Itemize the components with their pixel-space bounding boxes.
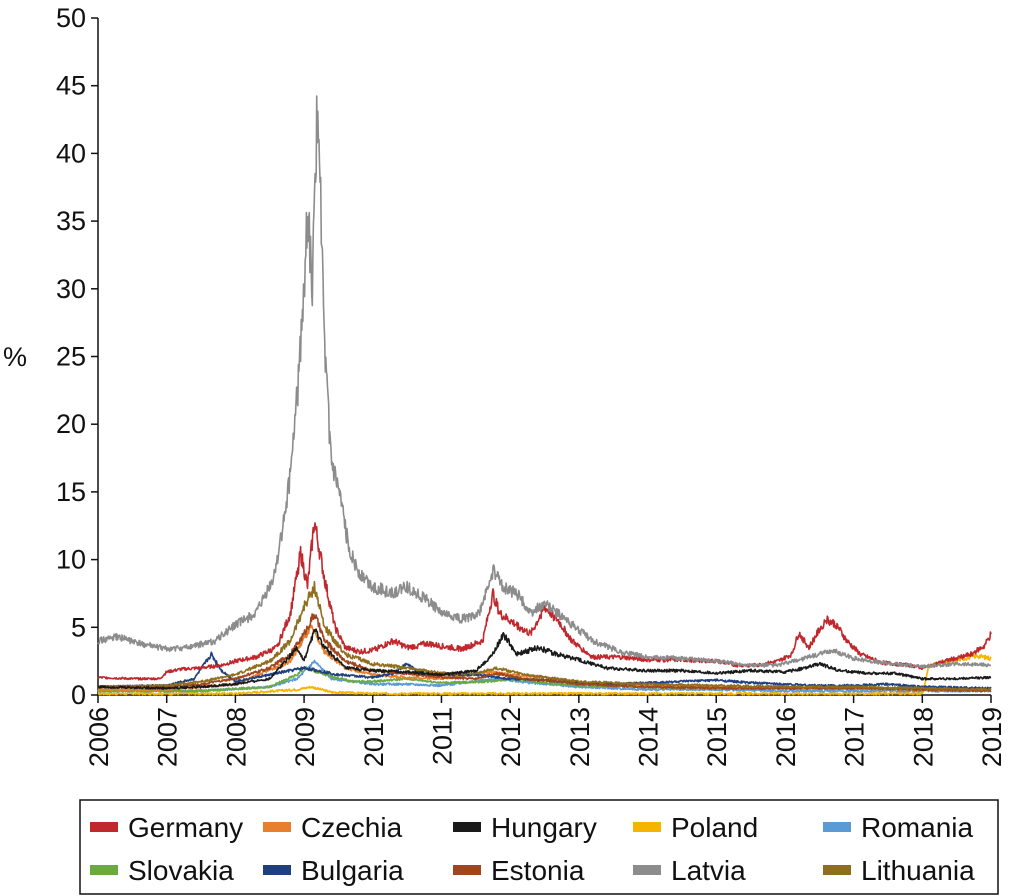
x-tick-label: 2008 bbox=[221, 707, 251, 767]
y-tick-label: 40 bbox=[56, 138, 86, 168]
y-tick-label: 10 bbox=[56, 545, 86, 575]
legend-swatch-poland bbox=[633, 822, 661, 832]
legend-swatch-slovakia bbox=[90, 865, 118, 875]
y-tick-label: 5 bbox=[71, 612, 86, 642]
y-tick-label: 0 bbox=[71, 680, 86, 710]
y-tick-label: 15 bbox=[56, 477, 86, 507]
y-tick-label: 45 bbox=[56, 71, 86, 101]
legend-swatch-romania bbox=[823, 822, 851, 832]
x-tick-label: 2016 bbox=[771, 707, 801, 767]
x-tick-label: 2015 bbox=[702, 707, 732, 767]
legend-label-poland: Poland bbox=[671, 812, 758, 843]
x-tick-label: 2014 bbox=[634, 707, 664, 767]
series-line-lithuania bbox=[97, 580, 992, 692]
series-line-germany bbox=[97, 522, 992, 681]
x-tick-label: 2007 bbox=[153, 707, 183, 767]
y-tick-label: 20 bbox=[56, 409, 86, 439]
x-tick-label: 2012 bbox=[496, 707, 526, 767]
y-tick-label: 25 bbox=[56, 342, 86, 372]
x-tick-label: 2010 bbox=[359, 707, 389, 767]
y-axis-label: % bbox=[3, 342, 27, 372]
legend-swatch-germany bbox=[90, 822, 118, 832]
legend-label-czechia: Czechia bbox=[301, 812, 403, 843]
legend-label-bulgaria: Bulgaria bbox=[301, 855, 404, 886]
series-line-poland bbox=[97, 653, 992, 696]
x-tick-label: 2011 bbox=[427, 707, 457, 765]
x-tick-label: 2017 bbox=[840, 707, 870, 767]
x-tick-label: 2006 bbox=[84, 707, 114, 767]
legend-label-slovakia: Slovakia bbox=[128, 855, 234, 886]
legend-swatch-czechia bbox=[263, 822, 291, 832]
y-tick-label: 35 bbox=[56, 206, 86, 236]
y-tick-label: 50 bbox=[56, 3, 86, 33]
legend-label-latvia: Latvia bbox=[671, 855, 746, 886]
legend-label-romania: Romania bbox=[861, 812, 973, 843]
legend-label-estonia: Estonia bbox=[491, 855, 585, 886]
legend-label-lithuania: Lithuania bbox=[861, 855, 975, 886]
x-tick-label: 2009 bbox=[290, 707, 320, 767]
series-line-estonia bbox=[97, 613, 992, 693]
legend-label-germany: Germany bbox=[128, 812, 243, 843]
legend-swatch-latvia bbox=[633, 865, 661, 875]
legend-swatch-estonia bbox=[453, 865, 481, 875]
legend-label-hungary: Hungary bbox=[491, 812, 597, 843]
series-line-latvia bbox=[97, 95, 992, 669]
x-tick-label: 2018 bbox=[908, 707, 938, 767]
x-tick-label: 2013 bbox=[565, 707, 595, 767]
legend-box bbox=[79, 799, 999, 895]
legend-swatch-bulgaria bbox=[263, 865, 291, 875]
legend-swatch-hungary bbox=[453, 822, 481, 832]
x-tick-label: 2019 bbox=[977, 707, 1007, 767]
series-line-hungary bbox=[97, 628, 992, 691]
legend-swatch-lithuania bbox=[823, 865, 851, 875]
y-tick-label: 30 bbox=[56, 274, 86, 304]
